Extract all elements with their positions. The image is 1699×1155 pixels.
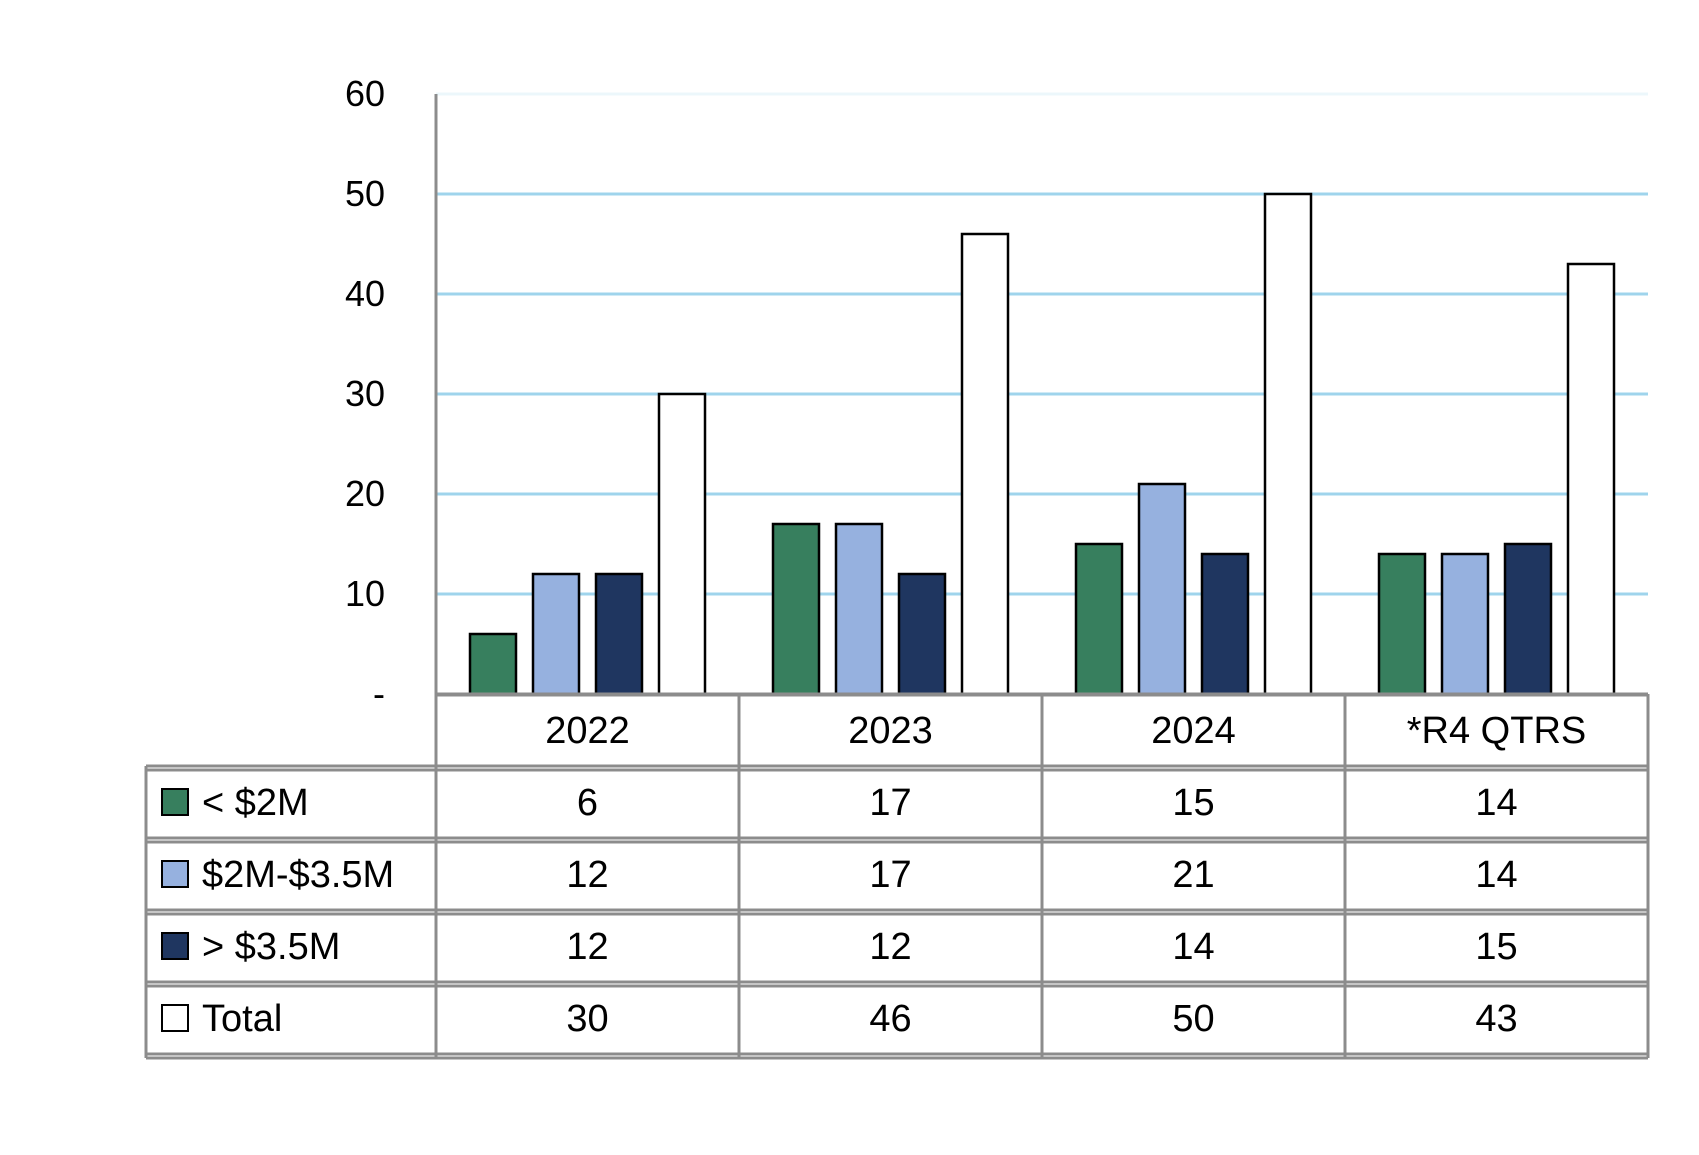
bar-0-1: [771, 522, 821, 696]
data-label: 21: [1172, 854, 1214, 896]
y-axis: - 10 20 30 40 50 60: [345, 73, 438, 714]
bar-2-3: [1503, 542, 1553, 696]
y-tick-label: 30: [345, 373, 385, 414]
data-label: 15: [1172, 782, 1214, 824]
bar-3-0: [657, 392, 707, 696]
bar-3-2: [1263, 192, 1313, 696]
data-label: 12: [869, 926, 911, 968]
category-label: 2024: [1151, 710, 1236, 752]
data-label: 14: [1475, 782, 1517, 824]
y-tick-label: 40: [345, 273, 385, 314]
data-label: 14: [1172, 926, 1214, 968]
bar-1-2: [1137, 482, 1187, 696]
bar-1-0: [531, 572, 581, 696]
bars: [468, 192, 1616, 696]
bar-0-2: [1074, 542, 1124, 696]
data-label: 43: [1475, 998, 1517, 1040]
series-name: < $2M: [202, 782, 309, 824]
bar-2-2: [1200, 552, 1250, 696]
bar-2-0: [594, 572, 644, 696]
category-label: *R4 QTRS: [1407, 710, 1586, 752]
data-label: 12: [566, 926, 608, 968]
data-label: 46: [869, 998, 911, 1040]
y-tick-label: 60: [345, 73, 385, 114]
data-label: 17: [869, 854, 911, 896]
y-tick-label: -: [373, 673, 385, 714]
gridlines: [436, 92, 1648, 596]
legend-swatch: [161, 860, 189, 888]
legend-swatch: [161, 788, 189, 816]
bar-3-3: [1566, 262, 1616, 696]
y-tick-label: 50: [345, 173, 385, 214]
data-label: 12: [566, 854, 608, 896]
y-tick-label: 20: [345, 473, 385, 514]
data-label: 17: [869, 782, 911, 824]
category-label: 2022: [545, 710, 630, 752]
series-name: Total: [202, 998, 282, 1040]
series-name: $2M-$3.5M: [202, 854, 394, 896]
bar-1-1: [834, 522, 884, 696]
data-table: 2022 2023 2024 *R4 QTRS < $2M 6 17 15 14 $2M-$3.5…: [144, 692, 1650, 1060]
y-tick-label: 10: [345, 573, 385, 614]
series-name: > $3.5M: [202, 926, 340, 968]
legend-swatch: [161, 1004, 189, 1032]
data-label: 14: [1475, 854, 1517, 896]
bar-2-1: [897, 572, 947, 696]
bar-0-0: [468, 632, 518, 696]
data-label: 15: [1475, 926, 1517, 968]
category-label: 2023: [848, 710, 933, 752]
legend-swatch: [161, 932, 189, 960]
bar-1-3: [1440, 552, 1490, 696]
bar-0-3: [1377, 552, 1427, 696]
bar-3-1: [960, 232, 1010, 696]
data-label: 30: [566, 998, 608, 1040]
data-label: 6: [577, 782, 598, 824]
data-label: 50: [1172, 998, 1214, 1040]
